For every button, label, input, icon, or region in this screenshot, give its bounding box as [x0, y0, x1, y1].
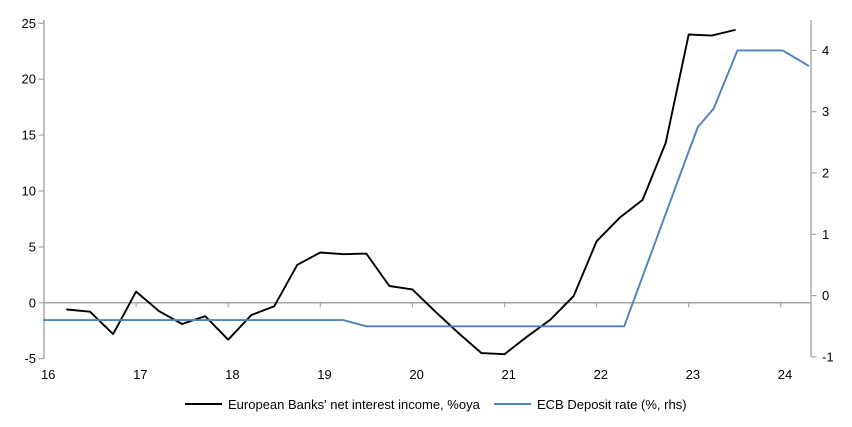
x-axis-tick-label: 20	[409, 367, 423, 382]
left-axis-tick-label: 20	[22, 72, 36, 87]
x-axis-tick-label: 24	[778, 367, 792, 382]
series-net-interest-income-line	[66, 29, 736, 356]
x-axis-tick-label: 16	[41, 367, 55, 382]
legend-item-net-interest-income: European Banks' net interest income, %oy…	[185, 395, 480, 413]
right-axis-tick-label: 1	[822, 227, 829, 242]
right-axis-tick-label: 0	[822, 288, 829, 303]
right-axis-tick-label: 4	[822, 43, 829, 58]
legend-label-ecb-deposit-rate: ECB Deposit rate (%, rhs)	[537, 396, 687, 412]
x-axis-tick-label: 21	[501, 367, 515, 382]
left-axis-tick-label: 15	[22, 128, 36, 143]
legend-swatch-net-interest-income	[185, 403, 222, 405]
x-axis-tick-label: 17	[133, 367, 147, 382]
legend-item-ecb-deposit-rate: ECB Deposit rate (%, rhs)	[494, 395, 687, 413]
x-axis-tick-label: 19	[317, 367, 331, 382]
legend-swatch-ecb-deposit-rate	[494, 403, 531, 405]
left-axis-tick-label: -5	[24, 351, 36, 366]
left-axis-tick-label: 0	[29, 295, 36, 310]
right-axis-tick-label: 3	[822, 104, 829, 119]
left-axis-tick-label: 5	[29, 239, 36, 254]
left-axis-tick-label: 25	[22, 16, 36, 31]
x-axis-tick-label: 23	[686, 367, 700, 382]
series-ecb-deposit-rate-line	[43, 49, 810, 328]
chart-legend: European Banks' net interest income, %oy…	[0, 395, 852, 415]
right-axis-tick-label: 2	[822, 166, 829, 181]
left-axis-tick-label: 10	[22, 184, 36, 199]
x-axis-tick-label: 22	[594, 367, 608, 382]
right-axis-tick-label: -1	[822, 349, 834, 364]
legend-label-net-interest-income: European Banks' net interest income, %oy…	[228, 396, 480, 412]
x-axis-tick-label: 18	[225, 367, 239, 382]
